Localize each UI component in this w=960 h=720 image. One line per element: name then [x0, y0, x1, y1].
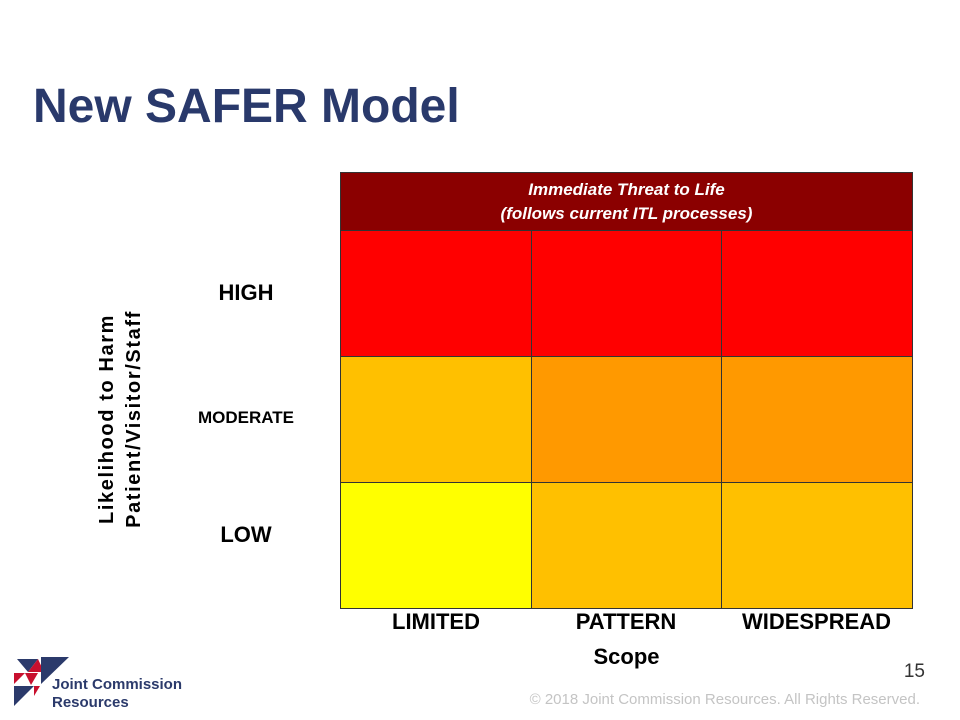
row-label-high: HIGH — [218, 280, 274, 305]
matrix-cell-high-pattern — [532, 231, 721, 356]
itl-header-line2: (follows current ITL processes) — [500, 203, 753, 223]
matrix-cell-high-widespread — [722, 231, 912, 356]
logo-mark-icon — [14, 657, 69, 706]
safer-matrix: Immediate Threat to Life (follows curren… — [340, 172, 913, 609]
y-axis-label: Likelihood to Harm Patient/Visitor/Staff — [93, 299, 149, 539]
matrix-cell-low-limited — [341, 483, 531, 608]
logo-text-line2: Resources — [52, 694, 129, 711]
logo-triangle — [14, 673, 25, 684]
y-axis-label-line2: Patient/Visitor/Staff — [123, 310, 145, 528]
matrix-cell-low-widespread — [722, 483, 912, 608]
logo-triangle — [25, 673, 38, 685]
matrix-cell-high-limited — [341, 231, 531, 356]
itl-header-bar: Immediate Threat to Life (follows curren… — [341, 173, 912, 230]
row-label-moderate: MODERATE — [197, 408, 294, 427]
column-labels: LIMITED PATTERN WIDESPREAD — [341, 609, 912, 635]
slide-title: New SAFER Model — [33, 80, 460, 133]
logo-triangle — [17, 659, 38, 672]
logo-triangle — [41, 657, 69, 684]
logo-triangle — [28, 659, 44, 672]
logo-triangle — [14, 686, 34, 706]
column-label-widespread: WIDESPREAD — [741, 609, 892, 634]
column-label-limited: LIMITED — [392, 609, 480, 634]
x-axis-label: Scope — [593, 644, 660, 669]
matrix-cell-moderate-pattern — [532, 357, 721, 482]
row-label-low: LOW — [220, 522, 272, 547]
page-number: 15 — [903, 661, 925, 682]
matrix-cell-low-pattern — [532, 483, 721, 608]
logo-text-line1: Joint Commission — [52, 676, 183, 693]
matrix-cell-moderate-limited — [341, 357, 531, 482]
y-axis-label-line1: Likelihood to Harm — [96, 314, 118, 524]
matrix-cell-moderate-widespread — [722, 357, 912, 482]
logo-triangle — [34, 686, 40, 696]
itl-header-line1: Immediate Threat to Life — [528, 179, 725, 199]
column-label-pattern: PATTERN — [575, 609, 677, 634]
copyright-notice: © 2018 Joint Commission Resources. All R… — [529, 691, 920, 708]
